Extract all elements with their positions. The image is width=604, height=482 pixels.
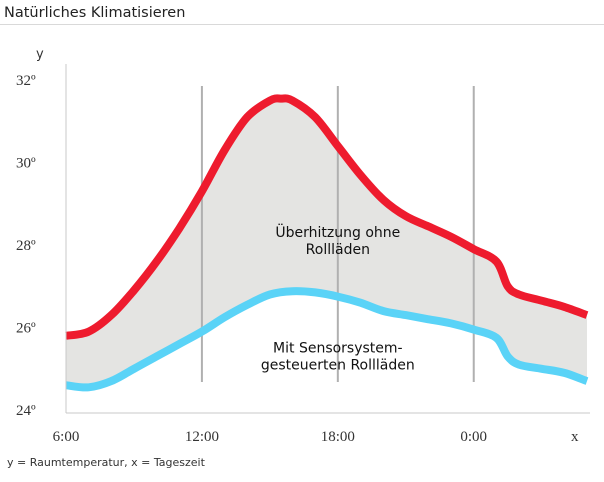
y-tick-label: 28º [16,238,36,254]
y-tick-label: 32º [16,73,36,89]
chart-annotation-line: Rollläden [306,242,370,258]
chart-annotation: Überhitzung ohne Rollläden [275,223,400,258]
title-divider [0,24,604,25]
y-tick-label: 30º [16,156,36,172]
y-tick-label: 26º [16,321,36,337]
x-tick-label: 0:00 [460,429,487,445]
y-tick-label: 24º [16,403,36,419]
chart: 24º 26º 28º 30º 32º 6:00 12:00 18:00 0:00 Überhi… [16,47,590,445]
x-tick-label: 6:00 [53,429,80,445]
chart-annotation: Mit Sensorsystem-gesteuerten Rollläden [261,340,415,373]
x-tick-label: 18:00 [321,429,355,445]
chart-annotation-line: Überhitzung ohne [275,223,400,241]
series-line-without-shutters [65,94,589,340]
chart-caption: y = Raumtemperatur, x = Tageszeit [7,456,205,469]
chart-title: Natürliches Klimatisieren [4,5,186,21]
x-axis-label: x [571,429,579,445]
chart-annotation-line: gesteuerten Rollläden [261,357,415,373]
chart-annotation-line: Mit Sensorsystem- [273,340,403,356]
shaded-area-between-series [66,98,587,388]
series-line-with-shutters [65,287,589,392]
y-axis-label: y [36,47,44,62]
x-tick-label: 12:00 [185,429,219,445]
